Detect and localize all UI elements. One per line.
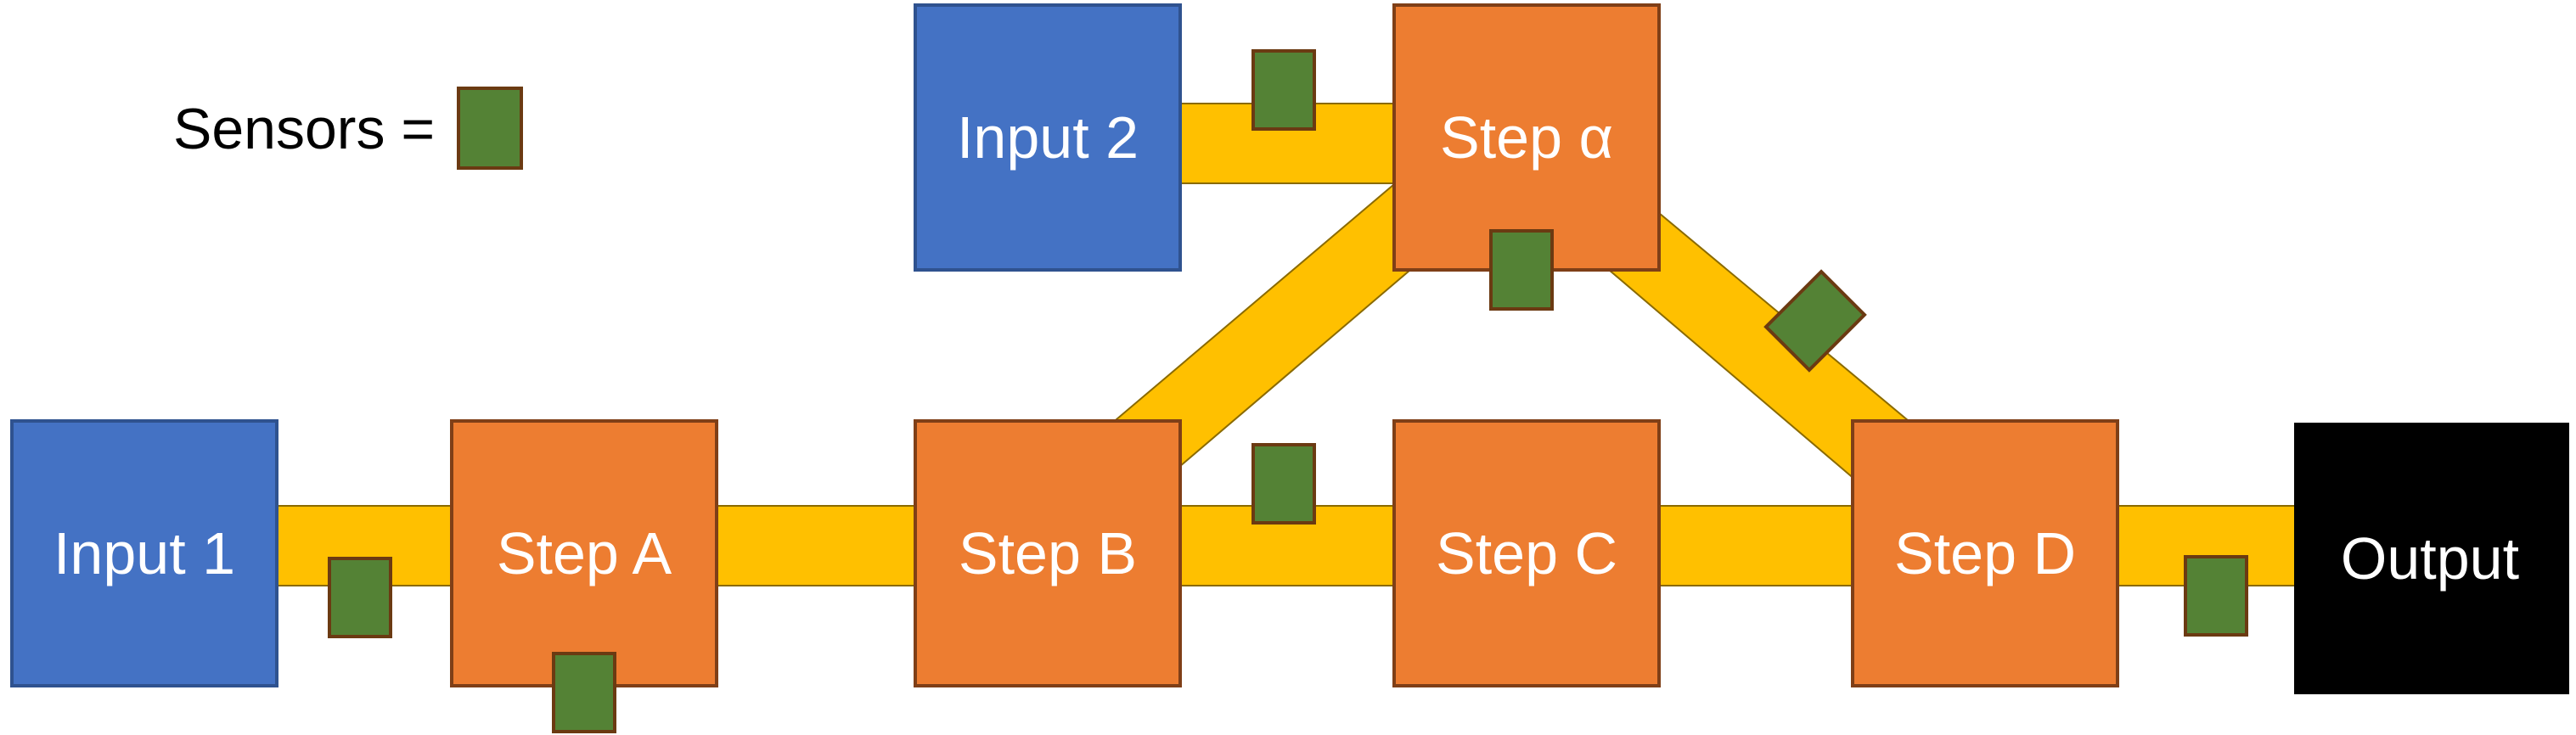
sensor-step-a — [552, 652, 616, 733]
sensor-input-2-to-step-alpha — [1251, 49, 1316, 131]
legend: Sensors = — [173, 87, 523, 170]
node-output: Output — [2294, 423, 2569, 694]
node-step-c: Step C — [1392, 419, 1661, 687]
node-input-1-label: Input 1 — [53, 520, 235, 586]
sensors — [328, 49, 2248, 733]
sensor-step-alpha — [1489, 229, 1554, 311]
node-step-a-label: Step A — [497, 520, 672, 586]
node-step-d: Step D — [1851, 419, 2119, 687]
sensor-step-b-to-step-c — [1251, 443, 1316, 525]
node-input-1: Input 1 — [10, 419, 278, 687]
sensor-step-d-to-output — [2184, 555, 2248, 637]
node-input-2: Input 2 — [914, 3, 1182, 272]
legend-sensor-swatch — [457, 87, 523, 170]
node-output-label: Output — [2341, 525, 2519, 592]
node-input-2-label: Input 2 — [957, 104, 1139, 171]
node-step-b-label: Step B — [959, 520, 1137, 586]
nodes: Input 1 Input 2 Step A Step B Step α Ste… — [10, 3, 2569, 694]
sensor-step-alpha-to-step-d — [1763, 269, 1867, 373]
node-step-c-label: Step C — [1436, 520, 1617, 586]
node-step-b: Step B — [914, 419, 1182, 687]
pipe-step-a-to-step-b — [711, 505, 920, 586]
node-step-alpha-label: Step α — [1440, 104, 1613, 171]
node-step-d-label: Step D — [1894, 520, 2076, 586]
pipe-step-c-to-step-d — [1653, 505, 1855, 586]
node-step-a: Step A — [450, 419, 718, 687]
node-step-alpha: Step α — [1392, 3, 1661, 272]
sensor-input-1-to-step-a — [328, 557, 392, 638]
legend-label: Sensors = — [173, 97, 435, 161]
